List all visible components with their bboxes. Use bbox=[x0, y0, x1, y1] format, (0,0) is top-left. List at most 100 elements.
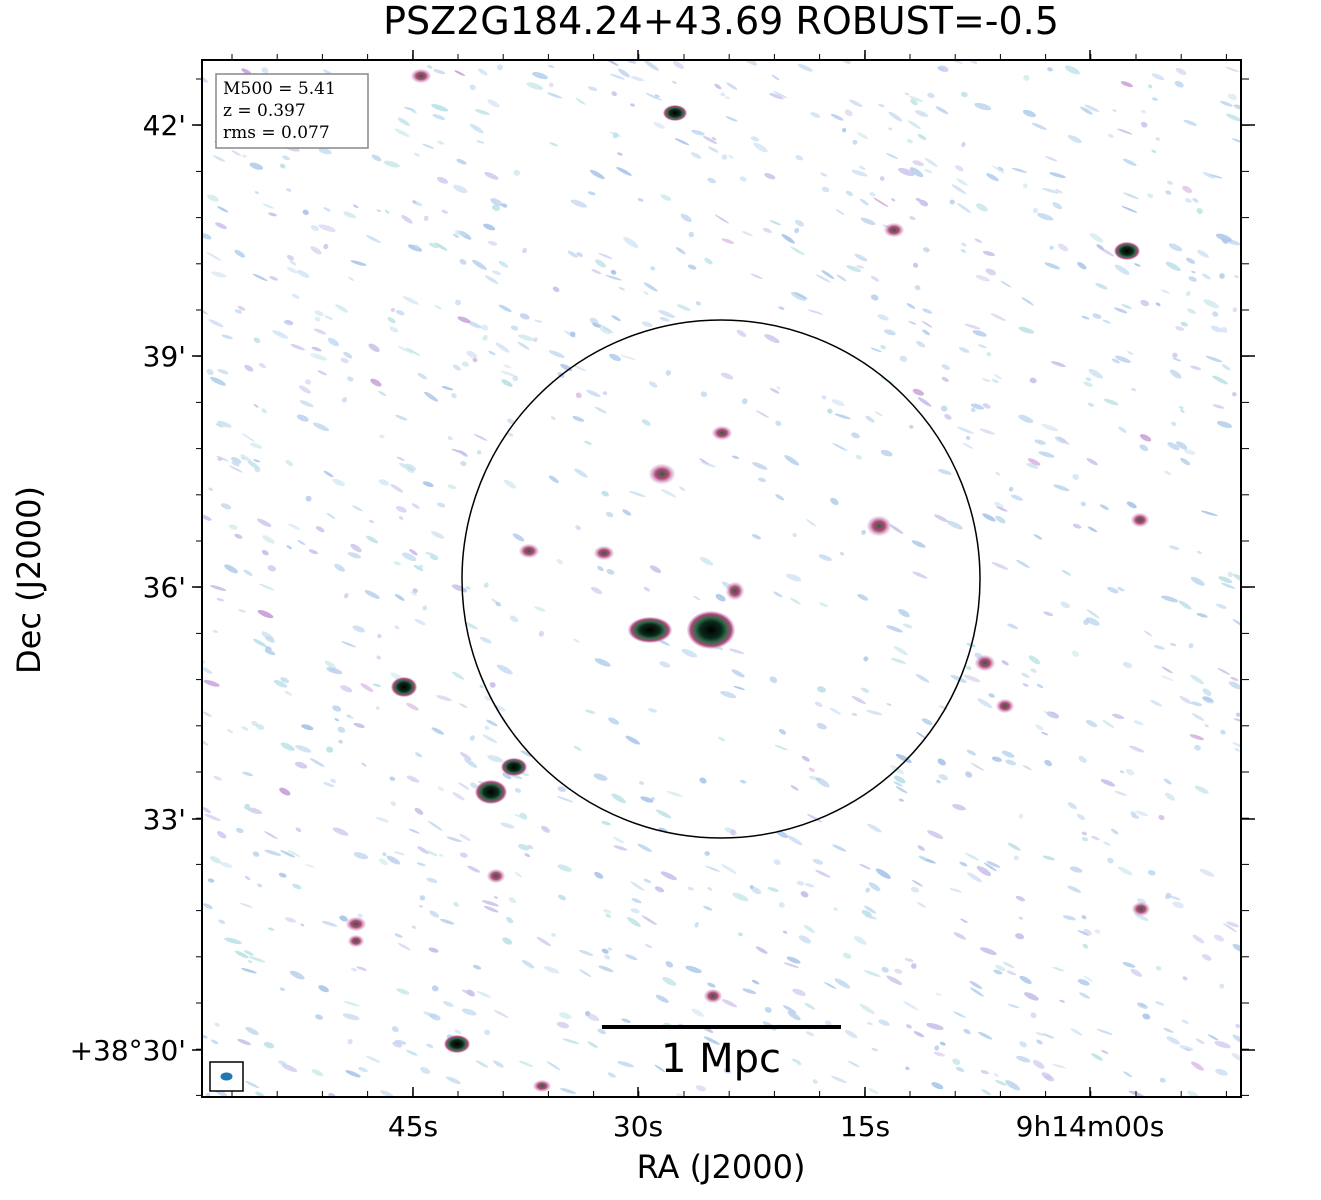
source bbox=[704, 989, 722, 1003]
noise-blob bbox=[1167, 442, 1180, 451]
noise-blob bbox=[898, 608, 910, 618]
noise-blob bbox=[1130, 968, 1143, 977]
noise-blob bbox=[1083, 619, 1090, 626]
noise-blob bbox=[659, 661, 671, 668]
noise-blob bbox=[962, 443, 974, 449]
noise-blob bbox=[1215, 1068, 1228, 1076]
noise-blob bbox=[1010, 494, 1024, 501]
noise-blob bbox=[594, 259, 607, 268]
noise-blob bbox=[625, 735, 640, 745]
noise-blob bbox=[1018, 916, 1024, 920]
noise-blob bbox=[234, 533, 243, 539]
noise-blob bbox=[864, 905, 877, 914]
noise-blob bbox=[1111, 358, 1120, 364]
noise-blob bbox=[406, 1049, 418, 1056]
noise-blob bbox=[774, 744, 788, 751]
noise-blob bbox=[429, 910, 440, 918]
x-tick-label: 9h14m00s bbox=[1016, 1110, 1165, 1143]
noise-blob bbox=[604, 954, 611, 960]
noise-blob bbox=[484, 582, 489, 588]
noise-blob bbox=[1051, 361, 1066, 368]
noise-blob bbox=[741, 231, 753, 237]
noise-blob bbox=[280, 163, 286, 169]
noise-blob bbox=[375, 816, 389, 823]
noise-blob bbox=[483, 905, 499, 913]
noise-blob bbox=[1135, 810, 1149, 817]
noise-blob bbox=[340, 357, 349, 364]
noise-blob bbox=[348, 276, 355, 281]
noise-blob bbox=[801, 755, 810, 762]
noise-blob bbox=[389, 776, 396, 781]
noise-blob bbox=[297, 539, 306, 546]
noise-blob bbox=[1183, 119, 1198, 126]
noise-blob bbox=[991, 379, 999, 383]
noise-blob bbox=[422, 481, 434, 488]
noise-blob bbox=[220, 503, 232, 510]
noise-blob bbox=[720, 372, 734, 380]
noise-blob bbox=[379, 434, 385, 439]
noise-blob bbox=[502, 937, 513, 945]
noise-blob bbox=[396, 456, 405, 461]
noise-blob bbox=[313, 328, 327, 335]
noise-blob bbox=[1169, 369, 1182, 379]
noise-blob bbox=[495, 601, 501, 607]
noise-blob bbox=[1160, 289, 1170, 294]
noise-blob bbox=[630, 881, 645, 891]
noise-blob bbox=[311, 346, 322, 352]
noise-blob bbox=[869, 192, 876, 197]
noise-blob bbox=[347, 1038, 353, 1045]
noise-blob bbox=[482, 734, 498, 744]
noise-blob bbox=[621, 1018, 631, 1024]
noise-blob bbox=[441, 209, 449, 214]
noise-blob bbox=[521, 959, 535, 969]
noise-blob bbox=[404, 106, 414, 111]
noise-blob bbox=[202, 711, 212, 717]
noise-blob bbox=[598, 965, 614, 973]
noise-blob bbox=[1232, 1034, 1241, 1045]
noise-blob bbox=[993, 969, 1003, 975]
noise-blob bbox=[673, 61, 684, 69]
noise-blob bbox=[575, 525, 581, 531]
noise-blob bbox=[272, 330, 289, 339]
noise-blob bbox=[380, 1090, 394, 1097]
noise-blob bbox=[959, 861, 968, 867]
noise-blob bbox=[1002, 961, 1015, 969]
noise-blob bbox=[953, 932, 967, 940]
noise-blob bbox=[807, 813, 823, 823]
noise-blob bbox=[1083, 975, 1093, 982]
noise-blob bbox=[213, 775, 222, 781]
noise-blob bbox=[605, 913, 611, 918]
noise-blob bbox=[479, 636, 492, 644]
noise-blob bbox=[1233, 718, 1241, 723]
noise-blob bbox=[792, 533, 797, 538]
noise-blob bbox=[1190, 365, 1202, 371]
noise-blob bbox=[246, 807, 262, 815]
noise-blob bbox=[1019, 1041, 1027, 1048]
noise-blob bbox=[498, 304, 512, 313]
noise-blob bbox=[378, 858, 388, 866]
noise-blob bbox=[830, 113, 844, 121]
noise-blob bbox=[224, 937, 242, 945]
noise-blob bbox=[1052, 202, 1063, 210]
noise-blob bbox=[728, 154, 734, 159]
noise-blob bbox=[1233, 104, 1241, 111]
noise-blob bbox=[1165, 261, 1181, 272]
noise-blob bbox=[1011, 167, 1028, 173]
noise-blob bbox=[1182, 976, 1188, 981]
noise-blob bbox=[1008, 486, 1014, 492]
noise-blob bbox=[755, 946, 768, 954]
noise-blob bbox=[1122, 962, 1136, 968]
noise-blob bbox=[1163, 1027, 1174, 1033]
noise-blob bbox=[452, 233, 460, 239]
noise-blob bbox=[715, 594, 726, 602]
noise-blob bbox=[211, 1039, 219, 1045]
noise-blob bbox=[398, 516, 404, 520]
noise-blob bbox=[937, 66, 946, 72]
noise-blob bbox=[1150, 699, 1162, 707]
noise-blob bbox=[498, 260, 509, 268]
noise-blob bbox=[972, 330, 987, 337]
noise-blob bbox=[479, 684, 484, 689]
noise-blob bbox=[497, 64, 503, 71]
noise-blob bbox=[859, 1003, 875, 1015]
noise-blob bbox=[978, 344, 987, 349]
